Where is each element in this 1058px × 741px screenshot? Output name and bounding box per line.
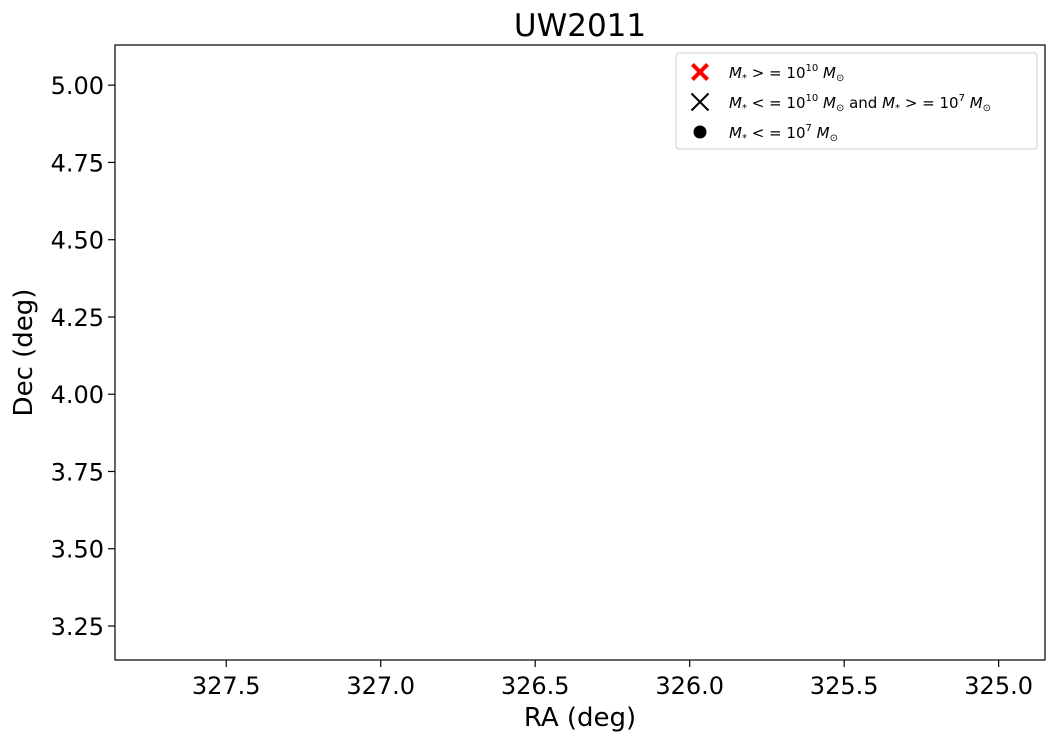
y-tick-label: 4.00 (51, 381, 104, 409)
y-axis-label: Dec (deg) (9, 289, 39, 417)
legend-entry-label: M* < = 107 M⊙ (729, 123, 838, 144)
y-tick-label: 3.50 (51, 536, 104, 564)
legend-entry-label: M* > = 1010 M⊙ (729, 63, 844, 84)
x-tick-label: 325.5 (810, 672, 879, 700)
legend-marker-x-icon (690, 92, 710, 112)
x-axis: 327.5 327.0 326.5 326.0 325.5 325.0 (192, 660, 1033, 700)
y-tick-label: 4.50 (51, 227, 104, 255)
legend-box (675, 52, 1038, 150)
legend-entry-label: M* < = 1010 M⊙ and M* > = 107 M⊙ (729, 93, 991, 114)
y-tick-label: 4.75 (51, 149, 104, 177)
x-tick-label: 327.0 (346, 672, 415, 700)
y-axis: 3.25 3.50 3.75 4.00 4.25 4.50 4.75 5.00 (51, 72, 115, 641)
y-tick-label: 3.25 (51, 613, 104, 641)
x-tick-label: 326.5 (501, 672, 570, 700)
y-tick-label: 4.25 (51, 304, 104, 332)
x-tick-label: 327.5 (192, 672, 261, 700)
x-axis-label: RA (deg) (524, 703, 636, 733)
y-tick-label: 3.75 (51, 458, 104, 486)
legend-marker-filled-x-icon (691, 63, 709, 81)
chart-title: UW2011 (514, 8, 646, 44)
x-tick-label: 326.0 (655, 672, 724, 700)
x-tick-label: 325.0 (964, 672, 1033, 700)
plot-area (114, 44, 1046, 661)
legend: M* > = 1010 M⊙ M* < = 1010 M⊙ and M* > = … (675, 52, 1038, 150)
legend-marker-circle-icon (693, 125, 707, 139)
y-tick-label: 5.00 (51, 72, 104, 100)
